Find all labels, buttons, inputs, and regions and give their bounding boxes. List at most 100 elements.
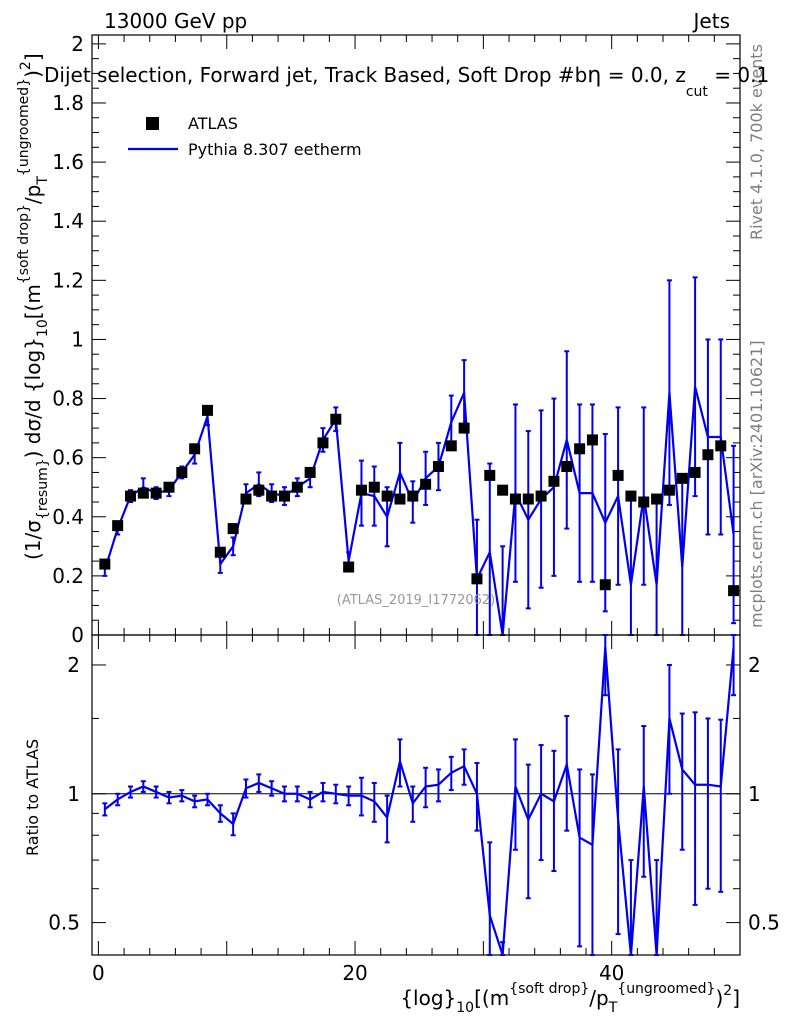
title-part: = 0.0, z [601,63,686,87]
atlas-data-point [445,440,457,452]
atlas-data-point [240,493,252,505]
atlas-data-point [278,490,290,502]
y-tick-label: 1.6 [52,150,84,174]
atlas-data-point [304,466,316,478]
atlas-data-point [728,585,740,597]
atlas-data-point [343,561,355,573]
xlabel-part: ] [732,986,740,1010]
ratio-x-axis: 0 20 40 [92,635,741,985]
main-mc-series [102,276,737,636]
y-tick-label: 0 [71,623,84,647]
y-tick-label: 1.8 [52,91,84,115]
atlas-data-point [522,493,534,505]
atlas-data-point [214,546,226,558]
atlas-data-point [561,461,573,473]
atlas-data-point [407,490,419,502]
atlas-data-point [99,558,111,570]
y-tick-label: 1 [71,327,84,351]
ratio-y-tick-label: 0.5 [48,911,80,935]
atlas-data-point [266,490,278,502]
ratio-panel-frame [91,634,741,956]
x-tick-label: 0 [92,961,105,985]
atlas-data-point [368,481,380,493]
ylabel-sup: {soft drop} [16,204,32,284]
ratio-y-tick-label: 2 [67,653,80,677]
mc-line [103,386,735,636]
atlas-data-point [355,484,367,496]
atlas-data-point [471,573,483,585]
atlas-data-point [663,484,675,496]
atlas-data-point [201,404,213,416]
ratio-mc-series [102,634,737,956]
title-part: Dijet selection, Forward jet, Track Base… [44,63,587,87]
atlas-data-point [702,449,714,461]
xlabel-part: /p [589,986,608,1010]
atlas-data-point [676,472,688,484]
ratio-y-tick-label: 2 [748,653,761,677]
ylabel-part: [(m [21,284,45,319]
main-data-series [99,404,740,597]
atlas-data-point [176,466,188,478]
xlabel-part: ) [715,986,723,1010]
atlas-data-point [574,443,586,455]
xlabel-part: [(m [474,986,509,1010]
x-tick-label: 20 [342,961,367,985]
atlas-data-point [330,413,342,425]
xlabel-sub: T [608,1000,618,1016]
main-y-axis: 0 0.2 0.4 0.6 0.8 1 1.2 1.4 1.6 1.8 2 [52,32,740,647]
atlas-data-point [137,487,149,499]
atlas-data-point [715,440,727,452]
x-axis-label: {log}10[(m{soft drop}/pT {ungroomed})2] [400,981,740,1016]
atlas-data-point [163,481,175,493]
atlas-data-point [112,520,124,532]
atlas-data-point [458,422,470,434]
ratio-y-label: Ratio to ATLAS [23,739,42,856]
ylabel-sub: 10 [35,319,51,337]
legend-atlas-marker [146,117,159,130]
atlas-data-point [497,484,509,496]
atlas-data-point [189,443,201,455]
ylabel-part: ) [21,70,45,78]
xlabel-sup: {soft drop} [509,981,589,997]
atlas-data-point [394,493,406,505]
main-x-axis [97,35,741,635]
x-tick-label: 40 [599,961,624,985]
atlas-data-point [381,490,393,502]
atlas-data-point [227,523,239,535]
ylabel-sup: 2 [18,61,34,70]
ylabel-part: /p [21,185,45,204]
atlas-data-point [291,481,303,493]
ratio-line [104,647,735,956]
ratio-y-axis: 0.5 0.5 1 1 2 2 [48,653,780,935]
atlas-data-point [420,478,432,490]
title-sub: cut [686,84,709,100]
atlas-data-point [509,493,521,505]
legend-mc-label: Pythia 8.307 eetherm [188,140,362,159]
y-tick-label: 0.2 [52,564,84,588]
atlas-data-point [484,469,496,481]
atlas-data-point [432,461,444,473]
atlas-data-point [625,490,637,502]
atlas-data-point [150,487,162,499]
energy-label: 13000 GeV pp [104,9,247,33]
chart-title: Dijet selection, Forward jet, Track Base… [44,63,769,100]
rivet-label: Rivet 4.1.0, 700k events [747,44,766,240]
atlas-data-point [689,466,701,478]
ratio-y-tick-label: 0.5 [748,911,780,935]
ylabel-part: ) dσ/d {log} [21,337,45,458]
title-part: = 0.1 [708,63,769,87]
xlabel-part: {log} [400,986,456,1010]
y-tick-label: 0.4 [52,505,84,529]
legend-atlas-label: ATLAS [188,114,238,133]
y-tick-label: 0.6 [52,446,84,470]
atlas-data-point [253,484,265,496]
analysis-id-label: (ATLAS_2019_I1772062) [337,593,495,608]
y-tick-label: 1.4 [52,209,84,233]
atlas-data-point [317,437,329,449]
atlas-data-point [124,490,136,502]
ylabel-part: (1/σ [21,520,45,560]
y-tick-label: 1.2 [52,268,84,292]
mcplots-label: mcplots.cern.ch [arXiv:2401.10621] [747,340,766,628]
xlabel-sub: 10 [456,1000,474,1016]
